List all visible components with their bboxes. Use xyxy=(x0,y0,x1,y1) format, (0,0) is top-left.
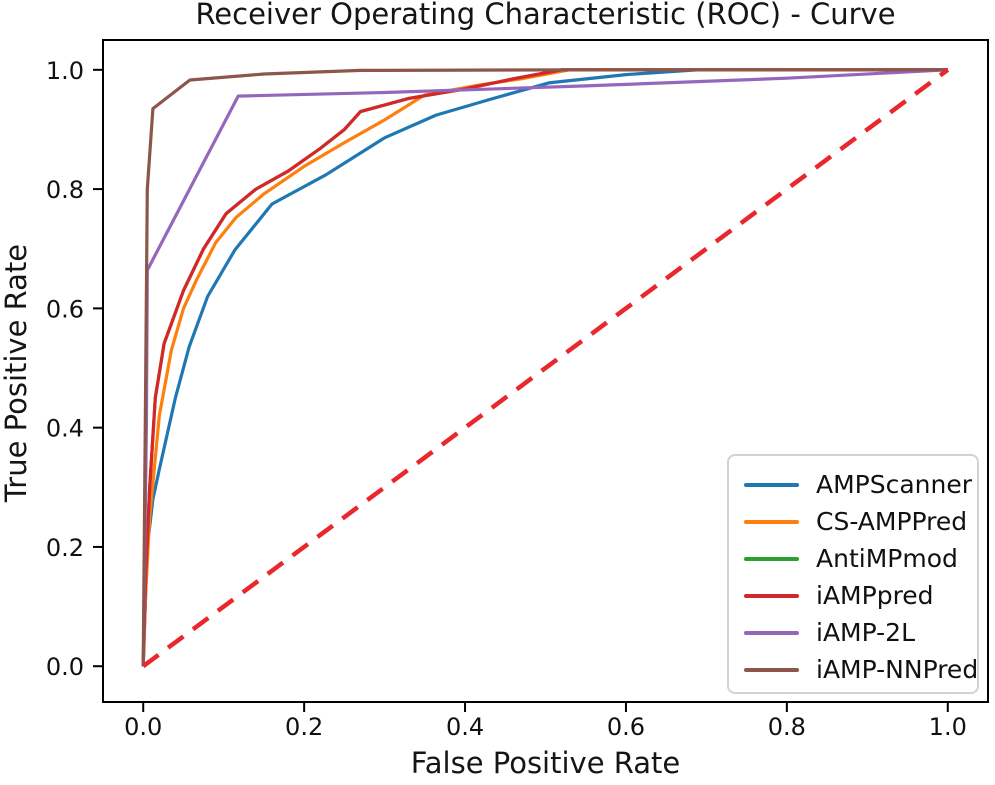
axes-frame xyxy=(102,39,989,703)
x-tick-label: 0.2 xyxy=(285,713,323,741)
legend-line-sample xyxy=(744,593,799,598)
legend-item-AntiMPmod: AntiMPmod xyxy=(744,540,977,577)
legend-label: iAMP-NNPred xyxy=(816,655,979,684)
x-tick-label: 0.0 xyxy=(124,713,162,741)
y-tick-label: 0.8 xyxy=(46,176,84,204)
legend-item-AMPScanner: AMPScanner xyxy=(744,466,977,503)
legend-label: AntiMPmod xyxy=(816,544,958,573)
x-tick-label: 0.6 xyxy=(607,713,645,741)
y-axis-label: True Positive Rate xyxy=(0,243,33,503)
legend-item-iAMP-2L: iAMP-2L xyxy=(744,614,977,651)
legend: AMPScanner CS-AMPPred AntiMPmod iAMPpred iAM… xyxy=(727,454,979,694)
legend-item-iAMPpred: iAMPpred xyxy=(744,577,977,614)
x-axis-label: False Positive Rate xyxy=(410,746,681,780)
series-line-iAMP-NNPred xyxy=(141,68,948,667)
legend-label: AMPScanner xyxy=(816,470,973,499)
legend-item-iAMP-NNPred: iAMP-NNPred xyxy=(744,651,979,688)
legend-line-sample xyxy=(744,630,799,635)
series-line-iAMPpred xyxy=(141,68,948,667)
x-tick-label: 0.8 xyxy=(768,713,806,741)
legend-label: iAMP-2L xyxy=(816,618,915,647)
y-tick-label: 0.0 xyxy=(46,653,84,681)
x-tick-label: 1.0 xyxy=(929,713,967,741)
chart-title: Receiver Operating Characteristic (ROC) … xyxy=(195,0,896,31)
y-tick-label: 0.2 xyxy=(46,534,84,562)
legend-line-sample xyxy=(744,519,799,524)
chance-line xyxy=(141,67,950,669)
legend-item-CS-AMPPred: CS-AMPPred xyxy=(744,503,977,540)
legend-line-sample xyxy=(744,482,799,487)
y-tick-label: 1.0 xyxy=(46,57,84,85)
y-tick-label: 0.4 xyxy=(46,415,84,443)
legend-line-sample xyxy=(744,667,799,672)
x-tick-label: 0.4 xyxy=(446,713,484,741)
legend-label: CS-AMPPred xyxy=(816,507,968,536)
legend-label: iAMPpred xyxy=(816,581,934,610)
y-tick-label: 0.6 xyxy=(46,295,84,323)
legend-line-sample xyxy=(744,556,799,561)
